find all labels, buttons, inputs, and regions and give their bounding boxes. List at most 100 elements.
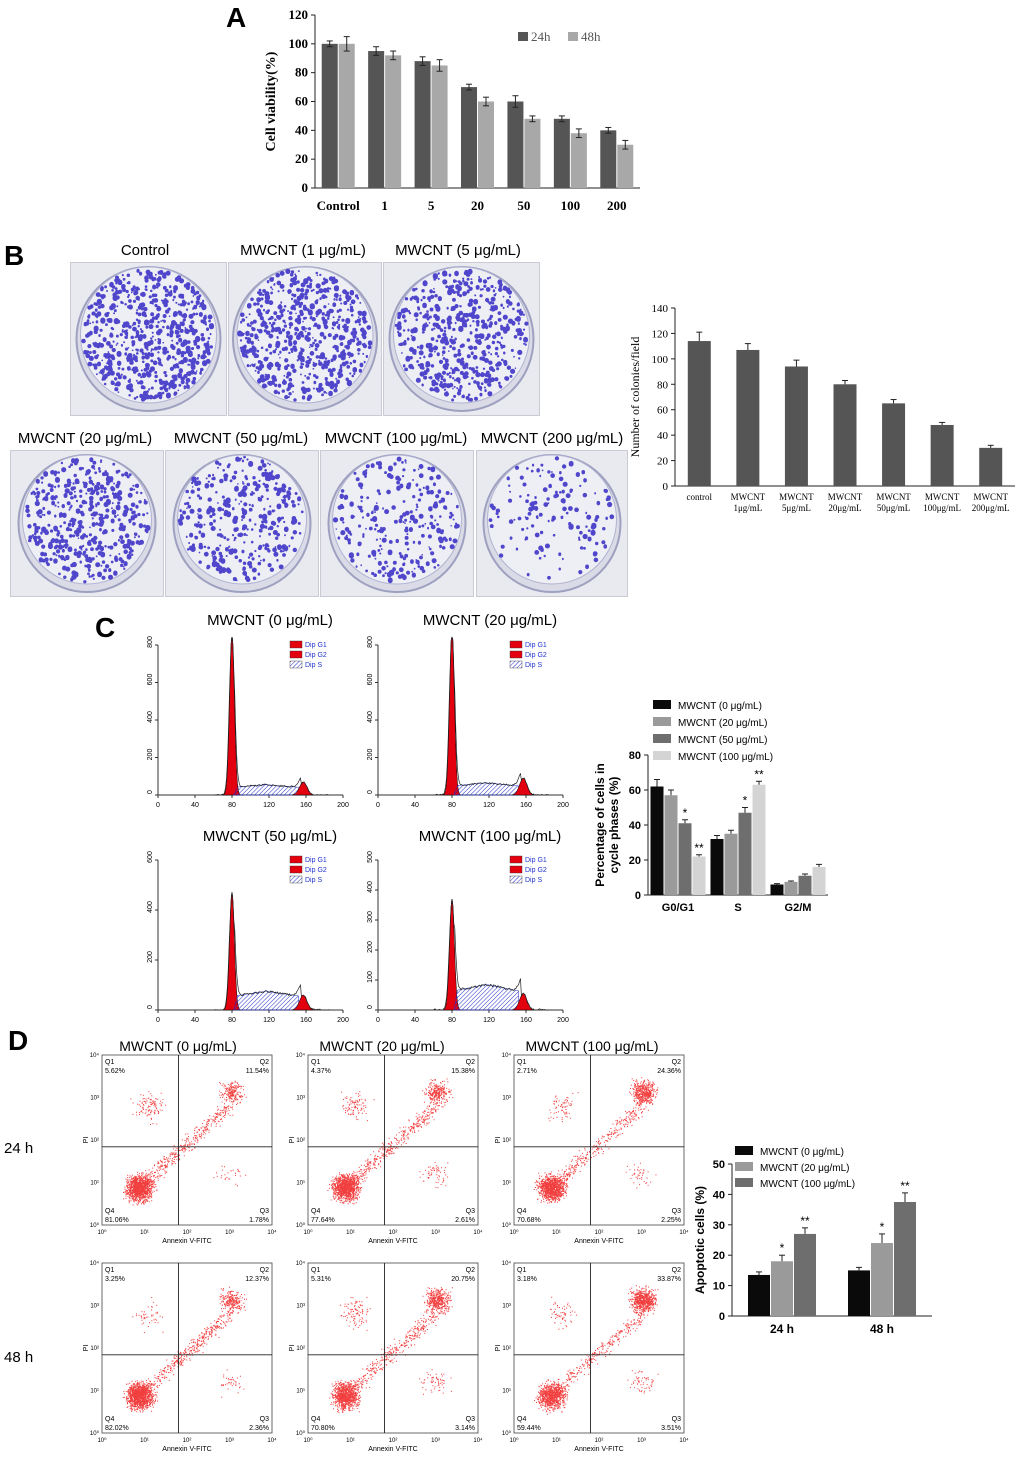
bar <box>431 65 448 188</box>
y-axis-label: PI <box>83 1137 90 1144</box>
y-log-tick: 10² <box>502 1138 511 1144</box>
legend-swatch <box>653 700 671 709</box>
x-tick-label: 120 <box>483 1017 495 1024</box>
y-tick-label: 200 <box>147 951 154 963</box>
x-tick-label: 80 <box>228 1017 236 1024</box>
bar <box>600 130 617 188</box>
bar <box>771 1261 793 1316</box>
q3-label: Q3 <box>672 1208 681 1215</box>
legend-label: MWCNT (20 μg/mL) <box>678 718 767 729</box>
y-tick-label: 400 <box>147 711 154 723</box>
y-log-tick: 10¹ <box>502 1389 511 1395</box>
y-log-tick: 10⁰ <box>296 1222 306 1229</box>
row-label-48h: 48 h <box>4 1349 34 1366</box>
y-log-tick: 10⁴ <box>502 1052 512 1059</box>
q4-value: 70.68% <box>517 1217 541 1224</box>
x-tick-label: 0 <box>376 802 380 809</box>
y-tick-label: 800 <box>147 636 154 648</box>
bar <box>461 87 477 188</box>
x-log-tick: 10³ <box>225 1230 234 1236</box>
x-log-tick: 10³ <box>431 1230 440 1236</box>
legend-label: MWCNT (0 μg/mL) <box>760 1147 844 1158</box>
dish-label: MWCNT (1 μg/mL) <box>240 242 366 259</box>
y-tick-label: 100 <box>367 971 374 983</box>
bar <box>687 341 711 486</box>
x-log-tick: 10⁴ <box>267 1437 277 1444</box>
y-log-tick: 10⁴ <box>296 1052 306 1059</box>
x-log-tick: 10¹ <box>552 1230 561 1236</box>
q2-value: 33.87% <box>657 1276 681 1283</box>
q4-label: Q4 <box>105 1416 114 1423</box>
y-tick-label: 600 <box>367 674 374 686</box>
y-log-tick: 10⁴ <box>90 1052 100 1059</box>
q1-value: 3.18% <box>517 1276 537 1283</box>
hist-legend-label: Dip G1 <box>305 857 327 864</box>
y-log-tick: 10¹ <box>90 1181 99 1187</box>
legend-label: MWCNT (100 μg/mL) <box>678 752 773 763</box>
x-axis-label: Annexin V-FITC <box>162 1238 211 1245</box>
y-tick-label: 20 <box>713 1250 725 1262</box>
x-tick-label: MWCNT <box>925 492 960 502</box>
q3-value: 3.51% <box>661 1425 681 1432</box>
g1-peak <box>442 637 464 796</box>
q4-label: Q4 <box>517 1208 526 1215</box>
panel-letter-a: A <box>226 2 247 33</box>
y-tick-label: 20 <box>629 855 641 867</box>
x-log-tick: 10⁰ <box>509 1437 519 1444</box>
hist-legend-swatch <box>289 650 303 659</box>
x-tick-label: 40 <box>191 1017 199 1024</box>
y-tick-label: 0 <box>367 790 374 794</box>
x-log-tick: 10⁰ <box>303 1437 313 1444</box>
colony-count-bar-chart: 0 20 40 60 80 100 120 140 Number of colonies/fie… <box>628 303 1015 513</box>
q4-value: 81.06% <box>105 1217 129 1224</box>
hist-legend-label: Dip G2 <box>305 652 327 659</box>
q1-label: Q1 <box>105 1059 114 1066</box>
q1-value: 3.25% <box>105 1276 125 1283</box>
y-log-tick: 10³ <box>502 1304 511 1310</box>
x-tick-label: 20 <box>471 198 484 213</box>
panel-letter-d: D <box>8 1025 29 1056</box>
row-label-24h: 24 h <box>4 1140 34 1157</box>
bar <box>507 101 524 188</box>
y-tick-label: 80 <box>657 379 669 391</box>
significance-mark: * <box>743 794 748 808</box>
cycle-histogram: 0 200 400 600 0 40 80 120 160 200 Dip G1 Dip G2 Dip … <box>147 851 349 1024</box>
x-tick-label: 200μg/mL <box>972 503 1010 513</box>
y-tick-label: 200 <box>367 941 374 953</box>
x-tick-label: Control <box>317 198 360 213</box>
legend-label: MWCNT (20 μg/mL) <box>760 1163 849 1174</box>
q2-value: 24.36% <box>657 1068 681 1075</box>
y-tick-label: 400 <box>367 711 374 723</box>
x-log-tick: 10² <box>595 1438 604 1444</box>
x-log-tick: 10³ <box>637 1438 646 1444</box>
y-log-tick: 10³ <box>502 1096 511 1102</box>
y-log-tick: 10³ <box>90 1304 99 1310</box>
bar <box>570 133 587 188</box>
bar <box>979 447 1003 486</box>
bar <box>794 1233 816 1316</box>
y-tick-label: 40 <box>629 820 641 832</box>
colonies <box>394 268 529 402</box>
y-axis-label: PI <box>289 1345 296 1352</box>
bar <box>930 424 954 486</box>
y-tick-label: 40 <box>713 1189 725 1201</box>
dish-image <box>17 454 157 593</box>
hist-legend-swatch <box>509 650 523 659</box>
significance-mark: ** <box>800 1214 810 1228</box>
y-axis-label: Number of colonies/field <box>628 337 642 458</box>
y-tick-label: 0 <box>719 1311 725 1323</box>
q1-label: Q1 <box>517 1059 526 1066</box>
x-tick-label: 160 <box>520 802 532 809</box>
q3-value: 3.14% <box>455 1425 475 1432</box>
dish-image <box>388 266 535 412</box>
legend-swatch <box>653 751 671 760</box>
hist-legend-swatch <box>289 855 303 864</box>
legend-swatch <box>653 717 671 726</box>
colonies <box>25 457 151 584</box>
legend-label: MWCNT (50 μg/mL) <box>678 735 767 746</box>
q1-label: Q1 <box>311 1267 320 1274</box>
q1-value: 5.62% <box>105 1068 125 1075</box>
x-log-tick: 10⁴ <box>267 1229 277 1236</box>
